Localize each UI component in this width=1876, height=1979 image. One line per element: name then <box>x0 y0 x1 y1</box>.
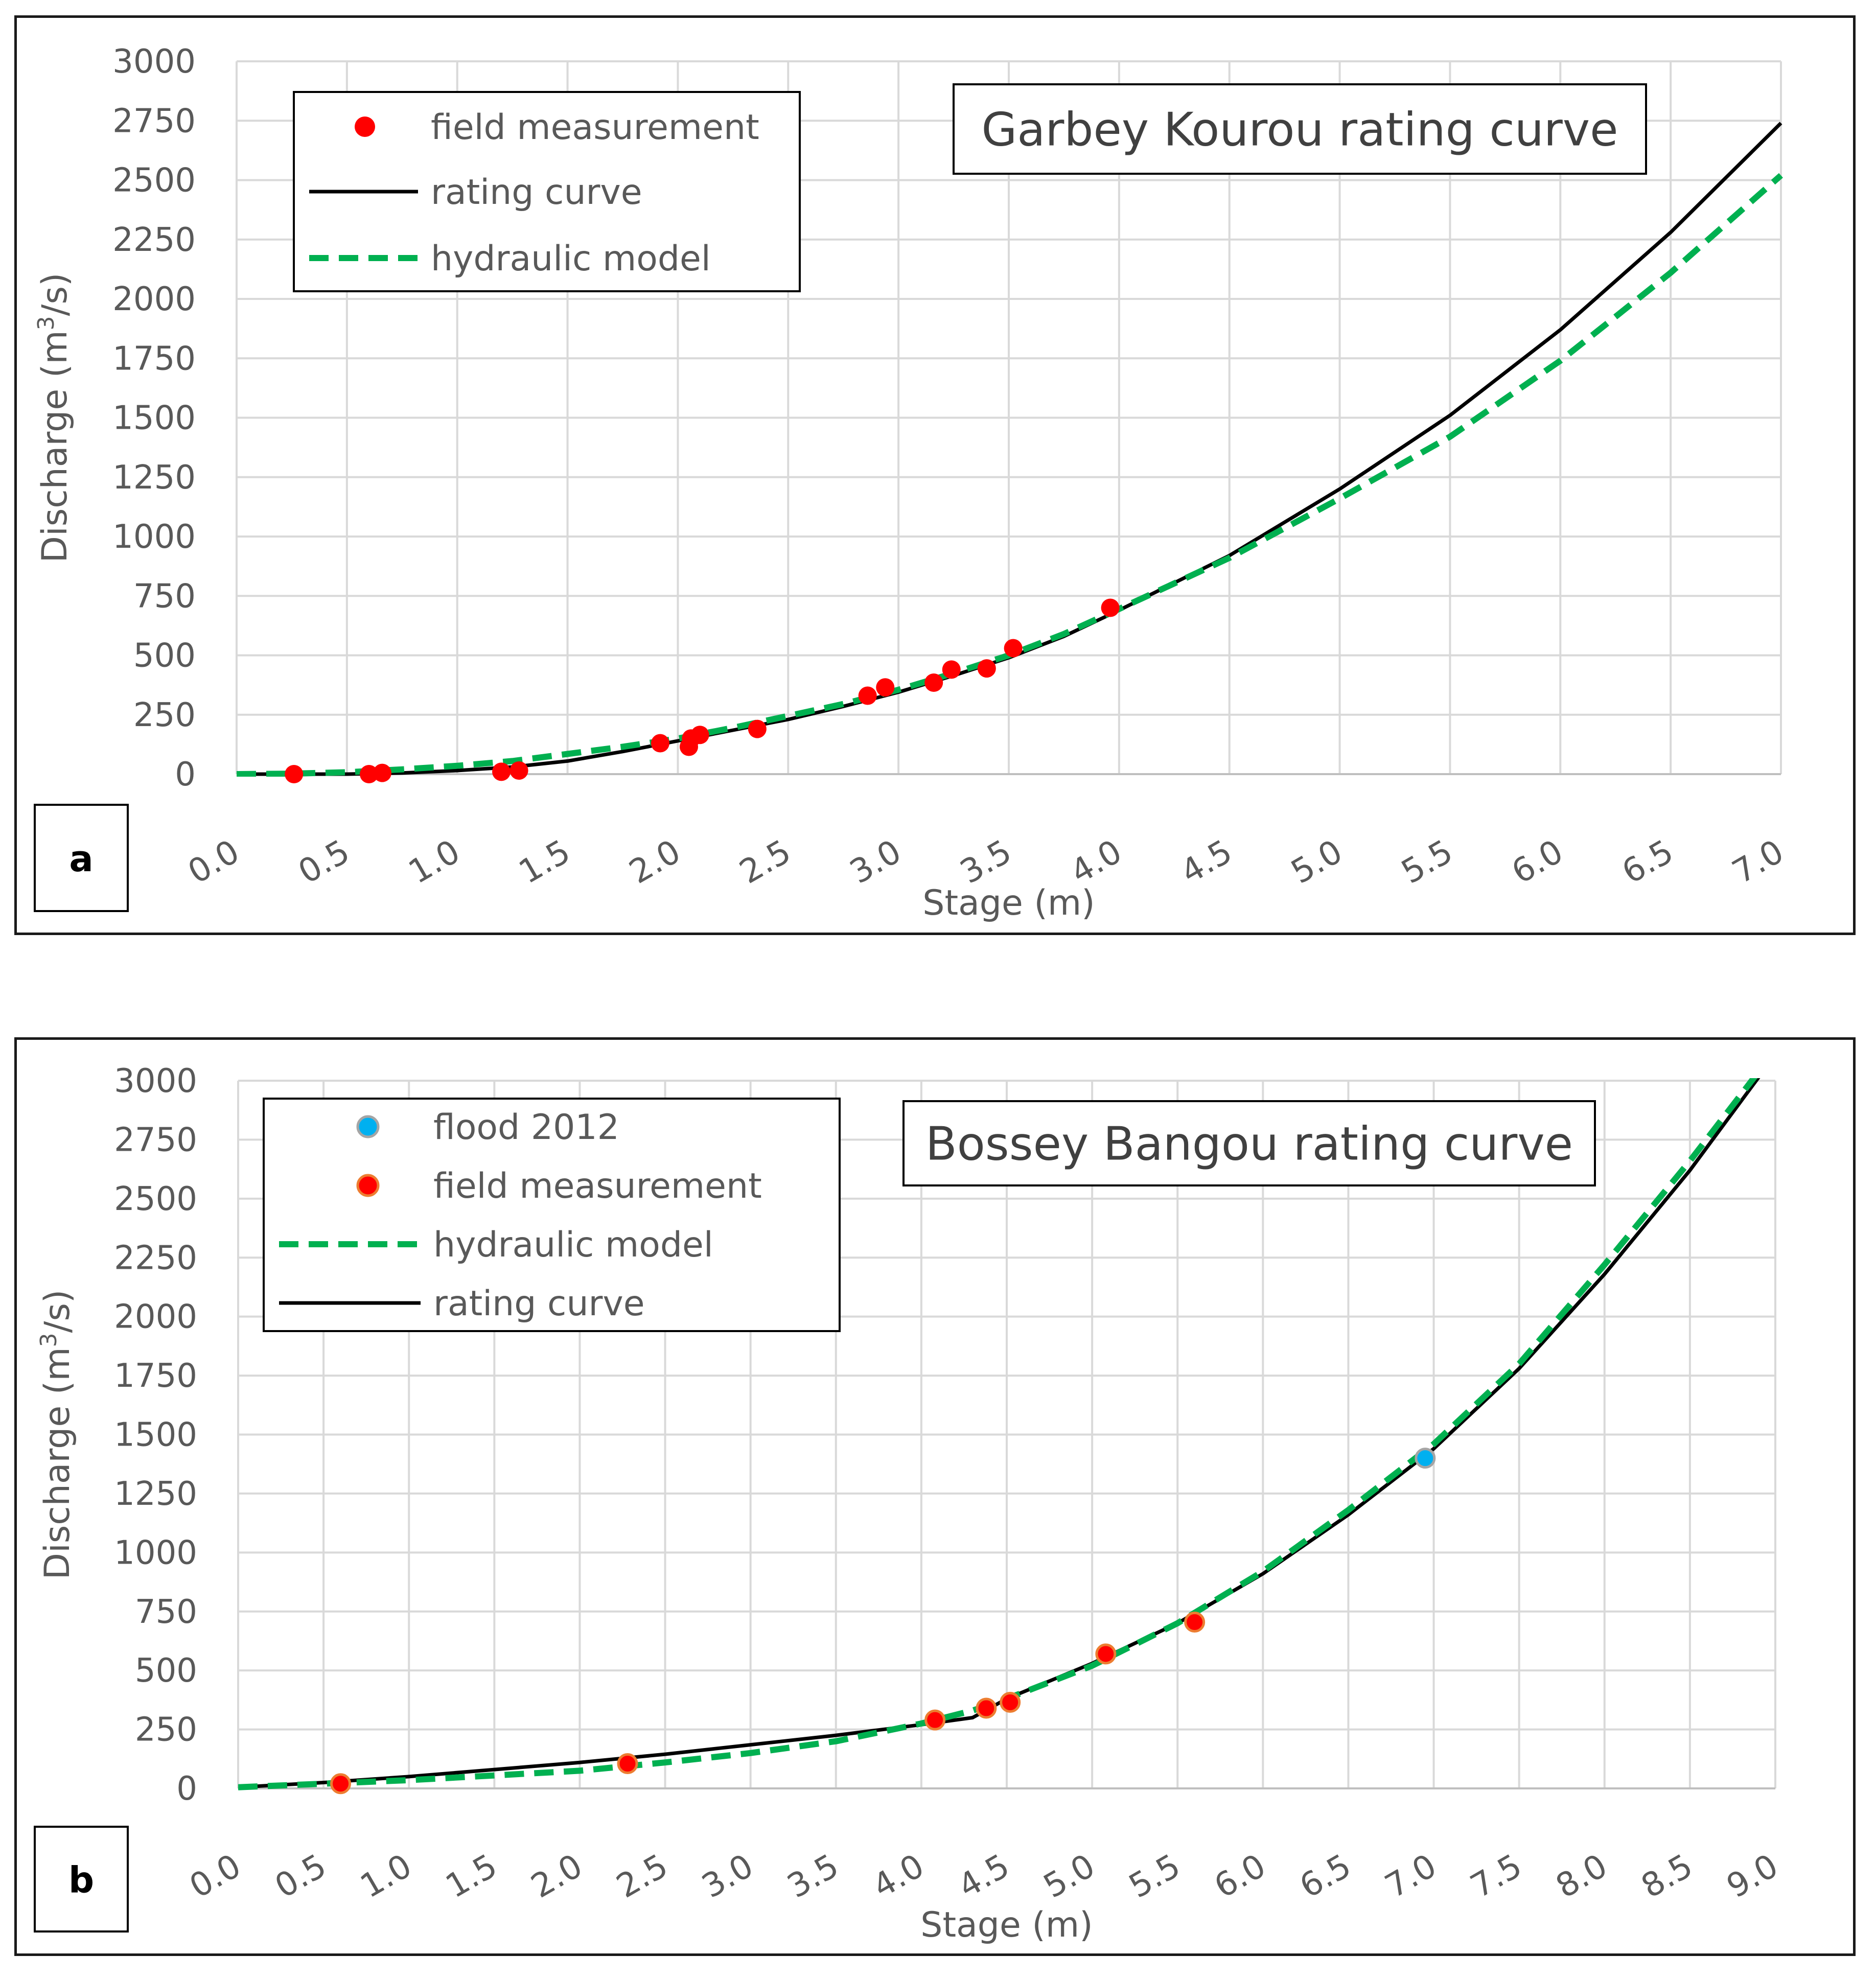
x-tick-label: 6.5 <box>1293 1847 1357 1906</box>
x-tick-label: 0.0 <box>183 1847 247 1906</box>
chart-title-box <box>902 1100 1596 1186</box>
legend-label: hydraulic model <box>431 239 711 279</box>
y-tick-label: 2750 <box>114 1121 197 1159</box>
y-tick-label: 1500 <box>112 400 196 437</box>
x-tick-label: 7.5 <box>1465 1847 1528 1906</box>
data-point <box>509 761 528 780</box>
legend-label: rating curve <box>433 1284 645 1324</box>
data-point <box>651 734 669 753</box>
legend-label: flood 2012 <box>433 1107 619 1148</box>
x-tick-label: 1.5 <box>439 1847 503 1906</box>
y-tick-label: 1250 <box>112 459 196 497</box>
legend-label: field measurement <box>433 1166 762 1206</box>
data-point <box>924 1709 946 1731</box>
legend-box <box>263 1098 841 1332</box>
panel-label-box <box>34 804 129 912</box>
y-tick-label: 3000 <box>114 1062 197 1100</box>
legend-marker <box>356 1174 380 1197</box>
x-tick-label: 2.5 <box>610 1847 674 1906</box>
x-tick-label: 8.0 <box>1550 1847 1614 1906</box>
y-tick-label: 1250 <box>114 1475 197 1513</box>
data-point <box>360 765 379 783</box>
y-tick-label: 1000 <box>114 1534 197 1572</box>
series-hydraulic-model <box>237 173 1783 777</box>
y-tick-label: 750 <box>133 577 196 615</box>
y-tick-label: 3000 <box>112 43 196 81</box>
y-tick-label: 2250 <box>112 221 196 259</box>
y-tick-label: 500 <box>135 1652 197 1690</box>
data-point <box>373 763 391 782</box>
y-tick-label: 1750 <box>112 340 196 378</box>
data-point <box>690 726 709 744</box>
x-tick-label: 9.0 <box>1721 1847 1785 1906</box>
x-axis-title: Stage (m) <box>922 883 1095 923</box>
panel-label-box <box>34 1826 129 1933</box>
y-tick-label: 1750 <box>114 1357 197 1395</box>
y-tick-label: 2000 <box>114 1298 197 1336</box>
y-tick-label: 1000 <box>112 518 196 556</box>
y-axis-title: Discharge (m3/s) <box>36 1290 78 1580</box>
data-point <box>876 678 895 697</box>
data-point <box>858 686 877 705</box>
y-tick-label: 500 <box>133 637 196 675</box>
data-point <box>330 1773 352 1795</box>
x-tick-label: 5.0 <box>1037 1847 1101 1906</box>
y-tick-label: 250 <box>135 1711 197 1749</box>
data-point <box>977 659 996 678</box>
legend-label: hydraulic model <box>433 1225 713 1265</box>
legend-label: field measurement <box>431 107 759 148</box>
x-tick-label: 7.0 <box>1379 1847 1443 1906</box>
chart-title-box <box>953 83 1647 175</box>
legend-marker <box>355 117 375 137</box>
x-tick-label: 1.0 <box>354 1847 418 1906</box>
y-tick-label: 250 <box>133 696 196 734</box>
y-tick-label: 750 <box>135 1593 197 1631</box>
y-tick-label: 2500 <box>114 1180 197 1218</box>
data-point <box>748 719 767 738</box>
x-tick-label: 4.0 <box>867 1847 931 1906</box>
y-tick-label: 0 <box>176 1770 197 1808</box>
y-tick-label: 2250 <box>114 1239 197 1277</box>
x-tick-label: 4.5 <box>952 1847 1016 1906</box>
y-axis-title: Discharge (m3/s) <box>33 273 76 563</box>
x-tick-label: 8.5 <box>1635 1847 1699 1906</box>
x-axis-title: Stage (m) <box>920 1905 1093 1945</box>
data-point <box>1184 1612 1206 1633</box>
y-tick-label: 1500 <box>114 1416 197 1454</box>
x-tick-label: 0.5 <box>269 1847 333 1906</box>
data-point <box>976 1697 997 1719</box>
x-tick-label: 3.5 <box>781 1847 845 1906</box>
y-tick-label: 2750 <box>112 102 196 140</box>
x-tick-label: 6.0 <box>1208 1847 1272 1906</box>
x-tick-label: 2.0 <box>525 1847 589 1906</box>
legend-marker <box>356 1115 380 1138</box>
data-point <box>285 765 304 783</box>
data-point <box>1101 598 1120 617</box>
data-point <box>924 673 943 692</box>
chart-title: Garbey Kourou rating curve <box>981 103 1618 157</box>
data-point <box>617 1753 638 1775</box>
data-point <box>1095 1643 1117 1665</box>
y-tick-label: 2000 <box>112 281 196 318</box>
panel-label: a <box>69 838 93 880</box>
series-field-measurement <box>330 1612 1206 1795</box>
series-field-measurement <box>285 598 1120 783</box>
panel-label: b <box>68 1859 94 1901</box>
data-point <box>492 762 511 781</box>
x-tick-label: 3.0 <box>696 1847 760 1906</box>
y-tick-label: 2500 <box>112 162 196 200</box>
chart-title: Bossey Bangou rating curve <box>925 1117 1573 1171</box>
series-flood-2012 <box>1415 1448 1436 1469</box>
data-point <box>942 660 961 679</box>
data-point <box>1000 1691 1021 1713</box>
data-point <box>1415 1448 1436 1469</box>
x-tick-label: 5.5 <box>1123 1847 1187 1906</box>
legend-label: rating curve <box>431 172 642 213</box>
y-tick-label: 0 <box>175 756 196 794</box>
data-point <box>1004 639 1023 658</box>
